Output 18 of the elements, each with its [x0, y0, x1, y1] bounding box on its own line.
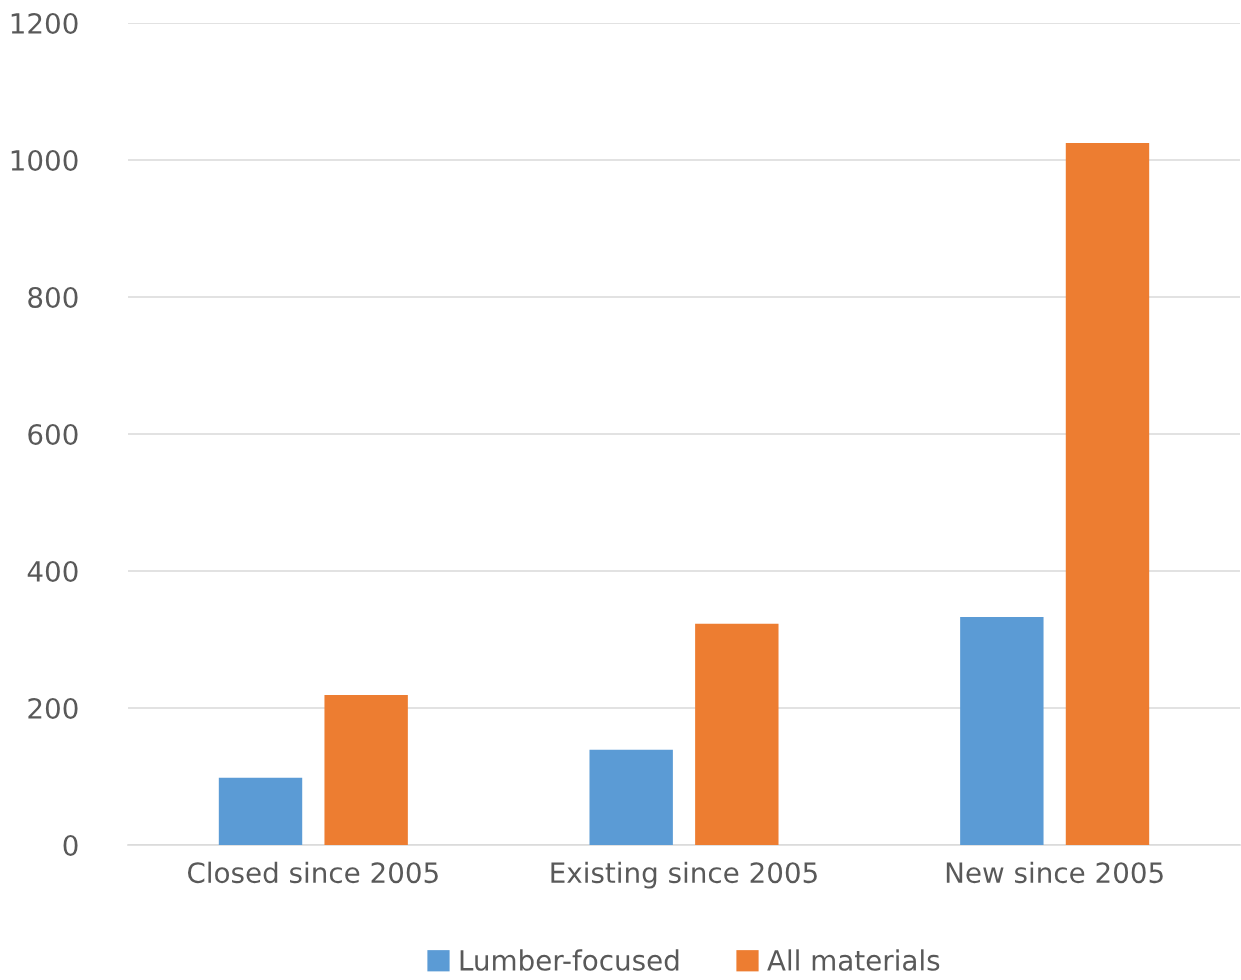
y-tick-label: 200 — [28, 697, 78, 719]
y-tick-label: 800 — [28, 286, 78, 308]
x-tick-label: Existing since 2005 — [551, 861, 817, 889]
bar — [218, 777, 303, 845]
x-tick-label: New since 2005 — [946, 861, 1163, 884]
bar — [960, 616, 1044, 845]
legend-label: Lumber-focused — [460, 949, 679, 971]
bar — [695, 623, 779, 845]
bar — [324, 694, 408, 845]
bar — [1065, 142, 1150, 845]
y-tick-label: 400 — [27, 560, 78, 582]
y-tick-label: 600 — [28, 423, 78, 445]
legend-label: All materials — [767, 949, 940, 971]
y-tick-label: 0 — [63, 834, 78, 856]
y-tick-label: 1200 — [11, 12, 78, 34]
x-tick-label: Closed since 2005 — [187, 861, 438, 884]
bar — [589, 749, 673, 845]
y-tick-label: 1000 — [11, 149, 78, 171]
